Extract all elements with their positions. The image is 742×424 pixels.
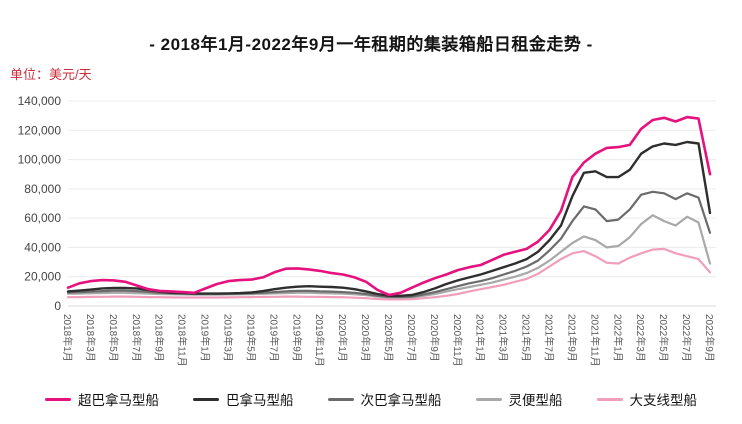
x-tick-label: 2021年3月 bbox=[497, 314, 510, 362]
x-tick-label: 2022年3月 bbox=[634, 314, 647, 362]
x-tick-label: 2019年5月 bbox=[244, 314, 257, 362]
y-tick-label: 80,000 bbox=[24, 182, 61, 196]
x-tick-label: 2020年3月 bbox=[359, 314, 372, 362]
legend-label: 灵便型船 bbox=[508, 393, 563, 408]
y-tick-label: 40,000 bbox=[24, 240, 61, 254]
x-tick-label: 2020年1月 bbox=[336, 314, 349, 362]
x-tick-label: 2019年1月 bbox=[199, 314, 212, 362]
legend-line-swatch-panamax bbox=[193, 397, 219, 401]
x-tick-label: 2018年3月 bbox=[84, 314, 97, 362]
x-tick-label: 2018年5月 bbox=[107, 314, 120, 362]
x-tick-label: 2019年7月 bbox=[267, 314, 280, 362]
x-tick-label: 2022年1月 bbox=[611, 314, 624, 362]
y-tick-label: 120,000 bbox=[18, 123, 62, 137]
legend-line-swatch-sub-panamax bbox=[327, 397, 354, 401]
x-tick-label: 2021年7月 bbox=[543, 314, 556, 362]
x-tick-label: 2019年3月 bbox=[222, 314, 235, 362]
x-tick-label: 2018年9月 bbox=[153, 314, 166, 362]
y-tick-label: 140,000 bbox=[18, 94, 62, 108]
series-line-4 bbox=[66, 247, 712, 301]
series-line-1 bbox=[66, 140, 712, 297]
legend-label: 巴拿马型船 bbox=[226, 393, 294, 408]
x-tick-label: 2021年11月 bbox=[588, 314, 601, 367]
y-tick-label: 20,000 bbox=[24, 270, 61, 284]
legend-item-panamax: 巴拿马型船 bbox=[193, 389, 294, 409]
legend-label: 次巴拿马型船 bbox=[360, 393, 442, 408]
y-tick-label: 60,000 bbox=[24, 211, 61, 225]
legend-label: 大支线型船 bbox=[629, 393, 698, 408]
y-tick-label: 0 bbox=[54, 299, 61, 313]
chart-title: - 2018年1月-2022年9月一年租期的集装箱船日租金走势 - bbox=[149, 35, 593, 54]
x-tick-label: 2022年7月 bbox=[680, 314, 693, 362]
x-tick-label: 2021年1月 bbox=[474, 314, 487, 362]
legend-item-handy: 灵便型船 bbox=[475, 389, 563, 409]
x-tick-label: 2020年5月 bbox=[382, 314, 395, 362]
x-tick-label: 2021年9月 bbox=[565, 314, 578, 362]
x-tick-label: 2022年5月 bbox=[657, 314, 670, 362]
chart-legend: 超巴拿马型船 巴拿马型船 次巴拿马型船 灵便型船 大支线型船 bbox=[0, 389, 742, 409]
x-tick-label: 2022年9月 bbox=[703, 314, 716, 362]
legend-line-swatch-handy bbox=[475, 397, 502, 401]
y-tick-label: 100,000 bbox=[18, 153, 62, 167]
x-tick-label: 2020年9月 bbox=[428, 314, 441, 362]
x-tick-label: 2019年11月 bbox=[313, 314, 326, 367]
x-tick-label: 2018年1月 bbox=[61, 314, 74, 362]
legend-line-swatch-feeder bbox=[596, 397, 623, 401]
legend-line-swatch-super-panamax bbox=[45, 397, 71, 401]
x-tick-label: 2020年11月 bbox=[451, 314, 464, 367]
x-tick-label: 2018年7月 bbox=[130, 314, 143, 362]
series-line-3 bbox=[66, 214, 712, 299]
x-tick-label: 2021年5月 bbox=[520, 314, 533, 362]
series-line-0 bbox=[66, 115, 712, 297]
legend-item-super-panamax: 超巴拿马型船 bbox=[45, 389, 159, 409]
series-line-2 bbox=[66, 190, 712, 298]
legend-item-feeder: 大支线型船 bbox=[596, 389, 698, 409]
unit-label: 单位：美元/天 bbox=[10, 67, 92, 82]
legend-label: 超巴拿马型船 bbox=[78, 393, 159, 408]
x-tick-label: 2019年9月 bbox=[290, 314, 303, 362]
legend-item-sub-panamax: 次巴拿马型船 bbox=[327, 389, 442, 409]
x-tick-label: 2020年7月 bbox=[405, 314, 418, 362]
x-tick-label: 2018年11月 bbox=[176, 314, 189, 367]
